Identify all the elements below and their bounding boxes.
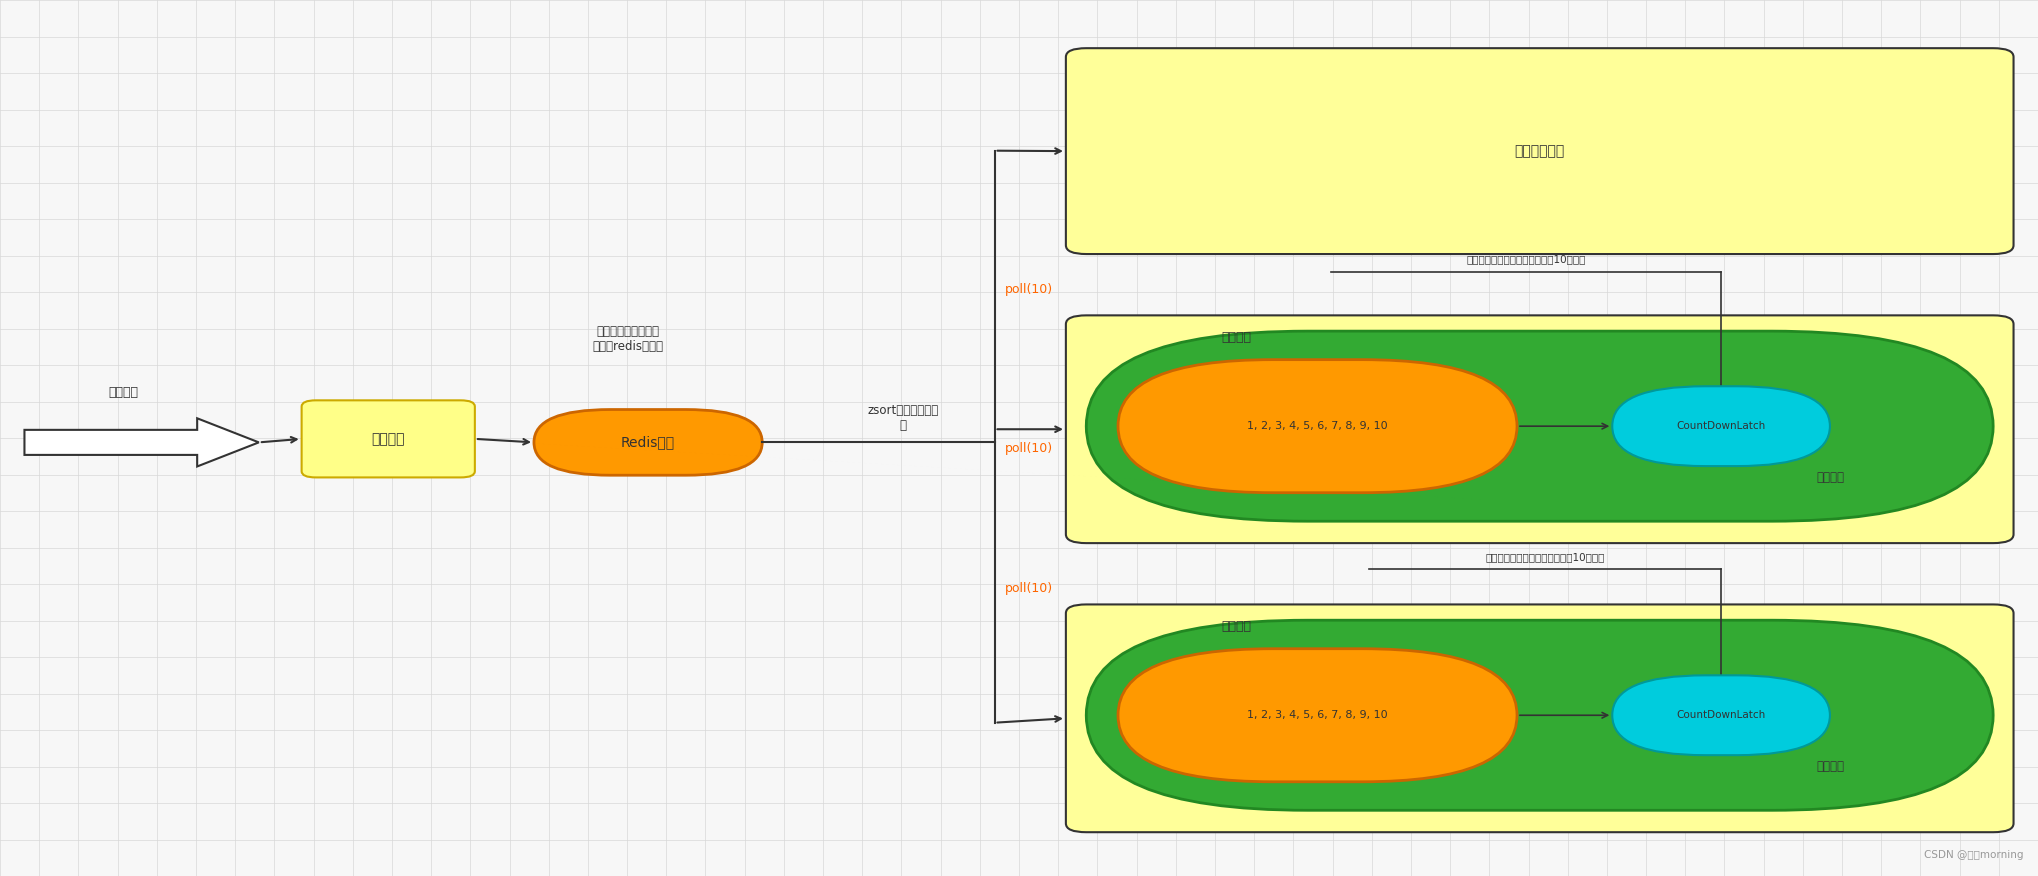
FancyBboxPatch shape [1066,315,2014,543]
FancyBboxPatch shape [534,410,762,475]
FancyBboxPatch shape [1612,386,1830,466]
Text: 将待处理数据放置到
分布式redis队列中: 将待处理数据放置到 分布式redis队列中 [593,325,662,353]
Text: poll(10): poll(10) [1005,283,1054,295]
Text: zsort分布式队列操
作: zsort分布式队列操 作 [868,404,937,432]
Text: CountDownLatch: CountDownLatch [1677,421,1765,431]
FancyBboxPatch shape [1119,360,1516,492]
Text: 请求到达: 请求到达 [108,386,139,399]
Text: CSDN @存在morning: CSDN @存在morning [1924,851,2024,860]
Text: 开发处理: 开发处理 [1816,471,1844,484]
Text: Redis队列: Redis队列 [622,435,675,449]
Text: 计算节点: 计算节点 [1221,331,1251,344]
FancyBboxPatch shape [1066,604,2014,832]
FancyBboxPatch shape [302,400,475,477]
FancyBboxPatch shape [1066,48,2014,254]
Text: 开发处理: 开发处理 [1816,760,1844,774]
Text: 1, 2, 3, 4, 5, 6, 7, 8, 9, 10: 1, 2, 3, 4, 5, 6, 7, 8, 9, 10 [1247,710,1388,720]
FancyBboxPatch shape [1086,620,1993,810]
Text: 其他计算节点: 其他计算节点 [1514,145,1565,158]
Text: 1, 2, 3, 4, 5, 6, 7, 8, 9, 10: 1, 2, 3, 4, 5, 6, 7, 8, 9, 10 [1247,421,1388,431]
Text: 同步锁解锁，再从队列获取一组10个数据: 同步锁解锁，再从队列获取一组10个数据 [1467,255,1586,265]
FancyBboxPatch shape [1086,331,1993,521]
Text: 计算节点: 计算节点 [371,432,406,446]
Text: 同步锁解锁，再从队列获取一组10个数据: 同步锁解锁，再从队列获取一组10个数据 [1486,553,1604,562]
Polygon shape [24,419,259,467]
FancyBboxPatch shape [1119,649,1516,781]
Text: 计算节点: 计算节点 [1221,620,1251,633]
Text: poll(10): poll(10) [1005,442,1054,455]
Text: CountDownLatch: CountDownLatch [1677,710,1765,720]
Text: poll(10): poll(10) [1005,583,1054,595]
FancyBboxPatch shape [1612,675,1830,755]
